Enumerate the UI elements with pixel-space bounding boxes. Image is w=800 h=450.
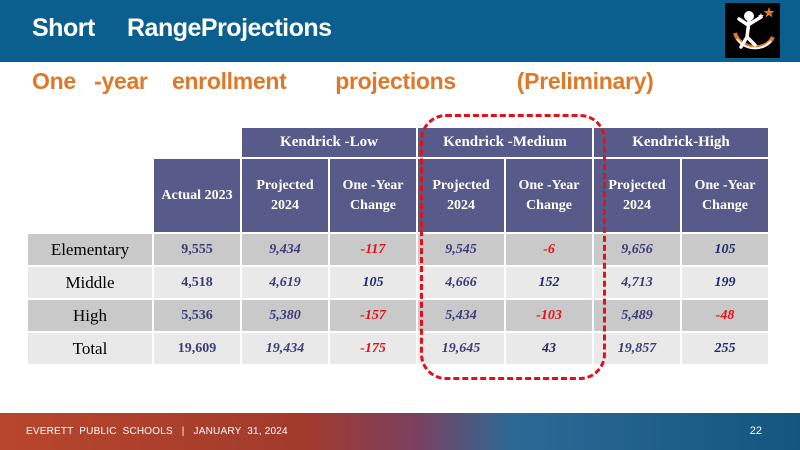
actual-2023-cell: 19,609: [154, 333, 240, 364]
column-header-change-high: One -Year Change: [682, 159, 768, 232]
row-label: Middle: [28, 267, 152, 298]
footer-text: EVERETT PUBLIC SCHOOLS | JANUARY 31, 202…: [26, 426, 288, 437]
high-projected-cell: 5,489: [594, 300, 680, 331]
column-header-projected-high: Projected 2024: [594, 159, 680, 232]
actual-2023-cell: 5,536: [154, 300, 240, 331]
low-projected-cell: 5,380: [242, 300, 328, 331]
row-label: Elementary: [28, 234, 152, 265]
group-header-low: Kendrick -Low: [242, 128, 416, 157]
enrollment-projections-table: Kendrick -Low Kendrick -Medium Kendrick-…: [26, 126, 770, 366]
group-header-medium: Kendrick -Medium: [418, 128, 592, 157]
row-label: High: [28, 300, 152, 331]
low-projected-cell: 19,434: [242, 333, 328, 364]
high-projected-cell: 4,713: [594, 267, 680, 298]
column-header-projected-low: Projected 2024: [242, 159, 328, 232]
figure-with-stars-logo: [725, 3, 780, 58]
column-header-projected-medium: Projected 2024: [418, 159, 504, 232]
group-header-high: Kendrick-High: [594, 128, 768, 157]
high-projected-cell: 9,656: [594, 234, 680, 265]
medium-change-cell: -103: [506, 300, 592, 331]
footer-bar: EVERETT PUBLIC SCHOOLS | JANUARY 31, 202…: [0, 413, 800, 450]
table-row: Middle 4,518 4,619 105 4,666 152 4,713 1…: [28, 267, 768, 298]
low-change-cell: -117: [330, 234, 416, 265]
column-header-change-medium: One -Year Change: [506, 159, 592, 232]
low-change-cell: 105: [330, 267, 416, 298]
medium-projected-cell: 5,434: [418, 300, 504, 331]
medium-scenario-highlight: [420, 114, 606, 380]
high-projected-cell: 19,857: [594, 333, 680, 364]
table-row: High 5,536 5,380 -157 5,434 -103 5,489 -…: [28, 300, 768, 331]
medium-projected-cell: 19,645: [418, 333, 504, 364]
medium-change-cell: 152: [506, 267, 592, 298]
high-change-cell: -48: [682, 300, 768, 331]
slide-title: Short RangeProjections: [32, 14, 332, 42]
column-header-row: Actual 2023 Projected 2024 One -Year Chang…: [28, 159, 768, 232]
medium-change-cell: 43: [506, 333, 592, 364]
header-bar: Short RangeProjections: [0, 0, 800, 62]
low-change-cell: -157: [330, 300, 416, 331]
high-change-cell: 255: [682, 333, 768, 364]
page-number: 22: [749, 425, 762, 437]
low-change-cell: -175: [330, 333, 416, 364]
low-projected-cell: 9,434: [242, 234, 328, 265]
column-header-change-low: One -Year Change: [330, 159, 416, 232]
high-change-cell: 105: [682, 234, 768, 265]
medium-projected-cell: 4,666: [418, 267, 504, 298]
table-row: Elementary 9,555 9,434 -117 9,545 -6 9,6…: [28, 234, 768, 265]
logo-icon: [725, 3, 780, 58]
slide-subtitle: One -year enrollment projections (Prelim…: [32, 68, 654, 94]
table-row: Total 19,609 19,434 -175 19,645 43 19,85…: [28, 333, 768, 364]
row-label: Total: [28, 333, 152, 364]
medium-projected-cell: 9,545: [418, 234, 504, 265]
actual-2023-cell: 9,555: [154, 234, 240, 265]
low-projected-cell: 4,619: [242, 267, 328, 298]
group-header-row: Kendrick -Low Kendrick -Medium Kendrick-…: [28, 128, 768, 157]
high-change-cell: 199: [682, 267, 768, 298]
column-header-actual: Actual 2023: [154, 159, 240, 232]
actual-2023-cell: 4,518: [154, 267, 240, 298]
medium-change-cell: -6: [506, 234, 592, 265]
